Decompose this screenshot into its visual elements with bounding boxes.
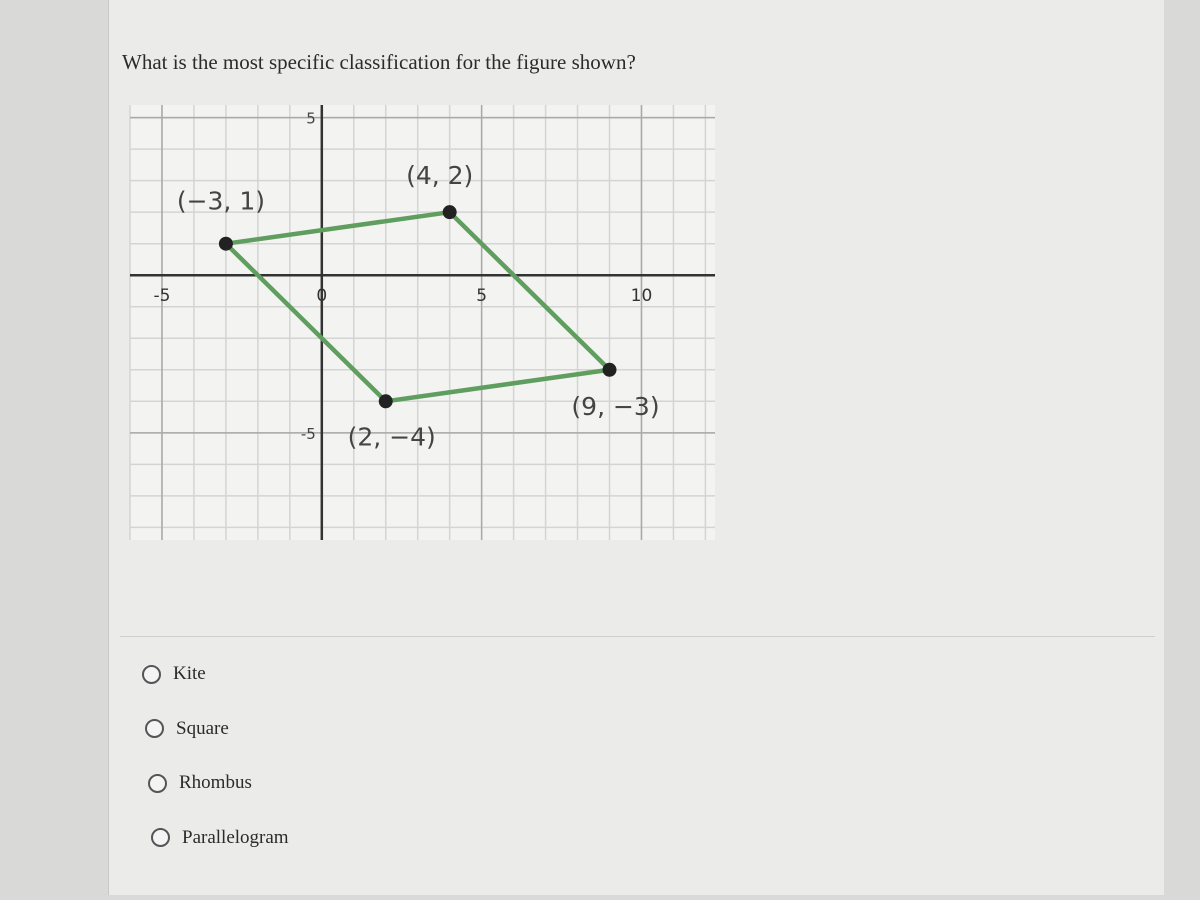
graph-background bbox=[130, 105, 715, 540]
x-tick-label: -5 bbox=[153, 286, 170, 306]
question-text: What is the most specific classification… bbox=[122, 50, 636, 74]
option[interactable]: Parallelogram bbox=[151, 827, 289, 849]
vertex-label: (−3, 1) bbox=[177, 187, 265, 216]
x-tick-label: 10 bbox=[631, 286, 653, 306]
vertex-point bbox=[442, 205, 457, 220]
y-tick-label: 5 bbox=[306, 110, 316, 128]
x-tick-label: 5 bbox=[476, 286, 487, 306]
option[interactable]: Square bbox=[145, 718, 229, 740]
option-label[interactable]: Parallelogram bbox=[182, 826, 289, 848]
vertex-label: (4, 2) bbox=[406, 161, 473, 190]
vertex-point bbox=[378, 394, 393, 409]
separator bbox=[120, 636, 1155, 637]
vertex-point bbox=[602, 362, 617, 377]
option-label[interactable]: Rhombus bbox=[179, 772, 252, 793]
radio-button[interactable] bbox=[148, 773, 167, 793]
option[interactable]: Rhombus bbox=[148, 772, 252, 794]
option[interactable]: Kite bbox=[142, 663, 206, 685]
radio-button[interactable] bbox=[142, 664, 161, 684]
radio-button[interactable] bbox=[145, 719, 164, 738]
vertex-label: (9, −3) bbox=[571, 392, 659, 421]
option-label[interactable]: Kite bbox=[173, 663, 206, 684]
option-label[interactable]: Square bbox=[176, 717, 229, 739]
vertex-label: (2, −4) bbox=[348, 422, 436, 451]
vertex-point bbox=[218, 236, 233, 251]
y-tick-label: -5 bbox=[301, 425, 316, 443]
radio-button[interactable] bbox=[151, 828, 170, 847]
